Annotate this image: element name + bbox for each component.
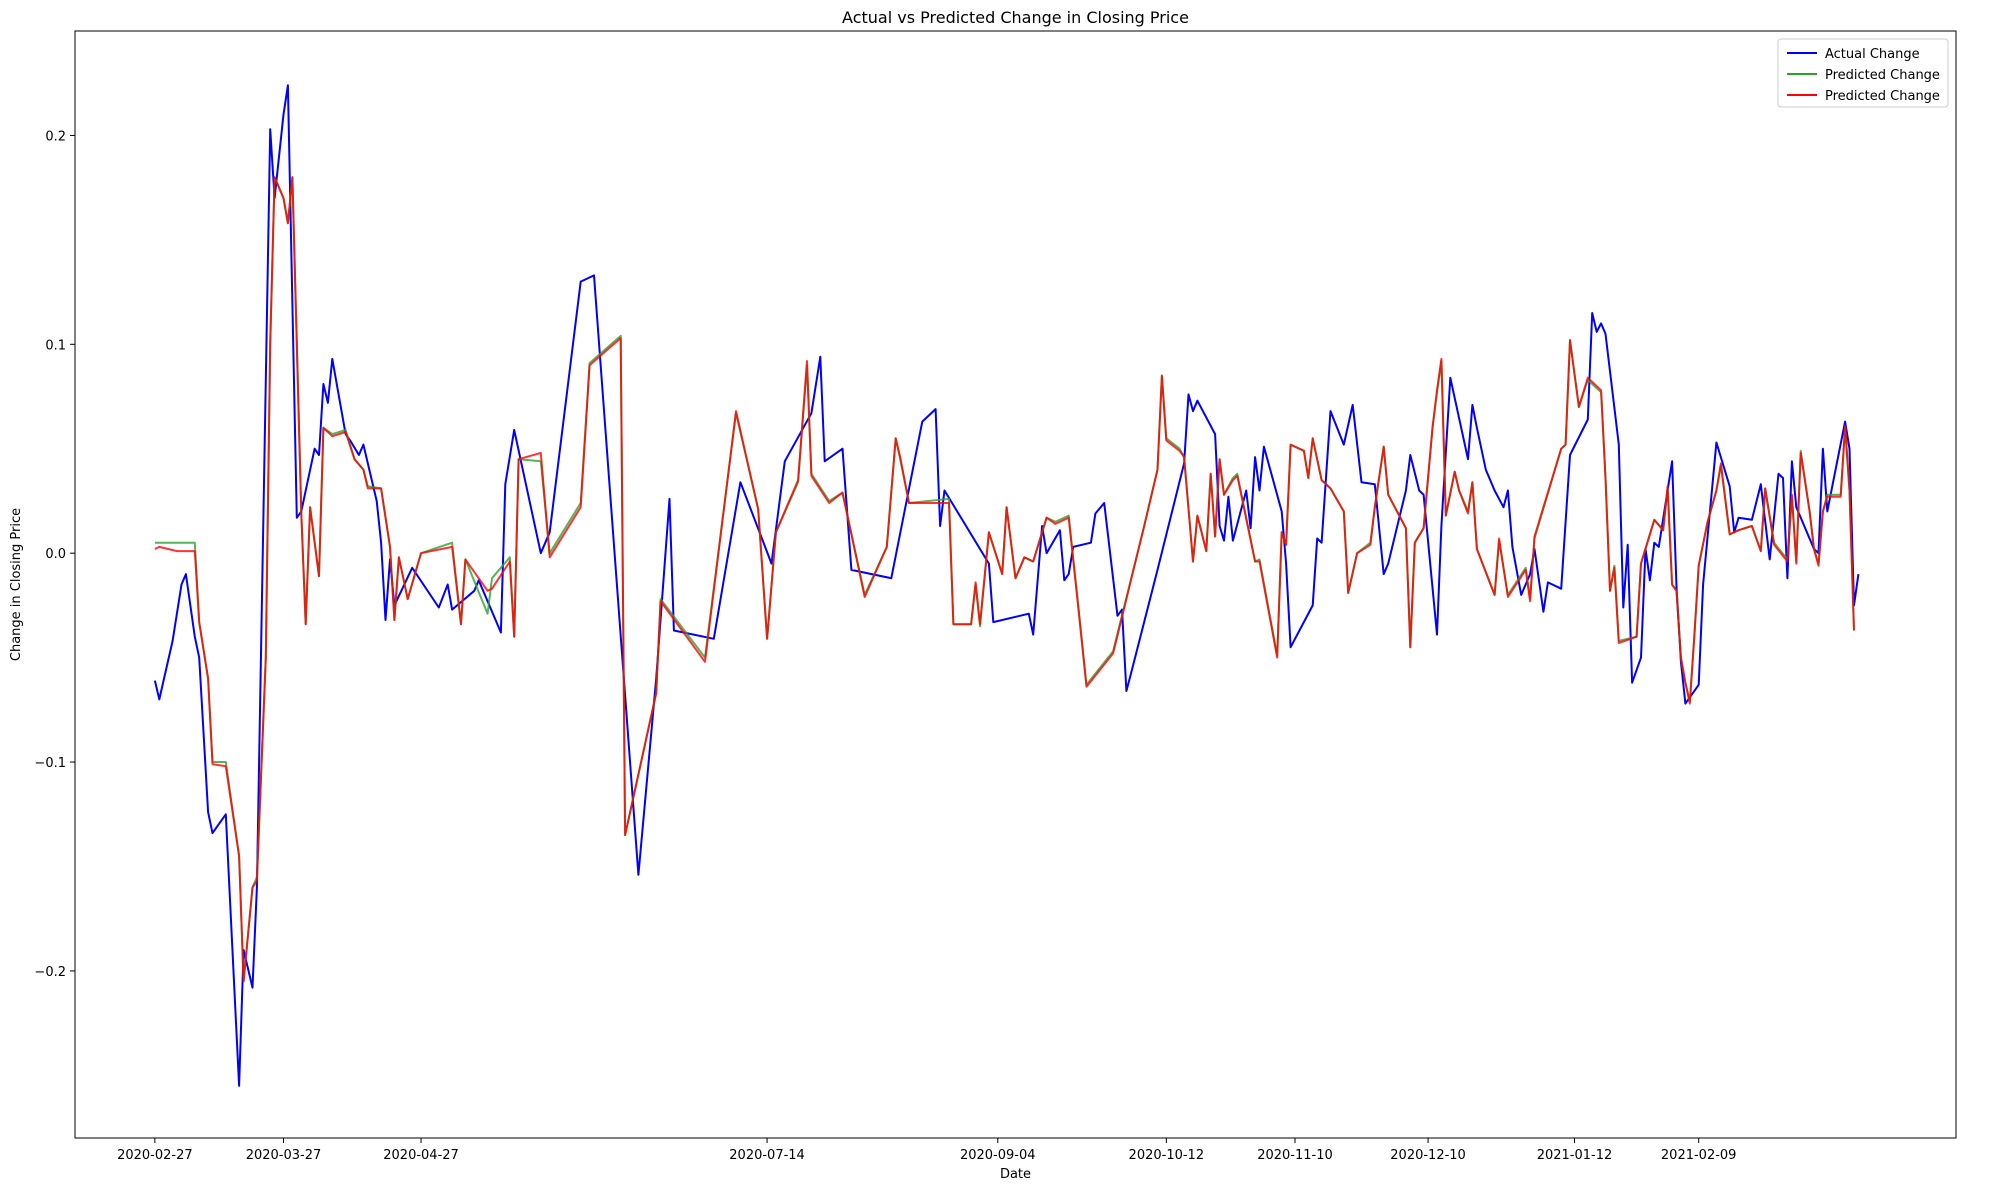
series-line-1 [153,84,1860,1087]
legend-label-1: Actual Change [1825,47,1920,62]
x-tick-label: 2020-03-27 [246,1148,322,1163]
legend-label-2: Predicted Change [1825,68,1940,83]
plot-frame [74,30,1957,1139]
x-axis-ticks: 2020-02-27 2020-03-27 2020-04-27 2020-07-14… [117,1138,1736,1163]
x-tick-label: 2020-12-10 [1390,1148,1466,1163]
y-tick-label: 0.2 [45,129,66,144]
y-axis-ticks: 0.2 0.1 0.0 −0.1 −0.2 [34,129,75,980]
chart-title: Actual vs Predicted Change in Closing Pr… [842,8,1189,27]
x-tick-label: 2020-10-12 [1129,1148,1205,1163]
legend: Actual Change Predicted Change Predicted C… [1777,38,1949,108]
x-axis-label: Date [1000,1167,1031,1182]
y-tick-label: −0.1 [34,756,66,771]
x-tick-label: 2020-11-10 [1257,1148,1333,1163]
x-tick-label: 2020-02-27 [117,1148,193,1163]
y-tick-label: 0.0 [45,547,66,562]
legend-box [1777,38,1949,108]
y-tick-label: 0.1 [45,338,66,353]
y-axis-label: Change in Closing Price [9,508,24,661]
series-line-3 [154,176,1855,983]
x-tick-label: 2021-02-09 [1661,1148,1737,1163]
x-tick-label: 2020-07-14 [729,1148,805,1163]
x-tick-label: 2020-04-27 [383,1148,459,1163]
x-tick-label: 2020-09-04 [960,1148,1036,1163]
series-layer [153,84,1860,1087]
y-tick-label: −0.2 [34,965,66,980]
x-tick-label: 2021-01-12 [1537,1148,1613,1163]
legend-label-3: Predicted Change [1825,89,1940,104]
